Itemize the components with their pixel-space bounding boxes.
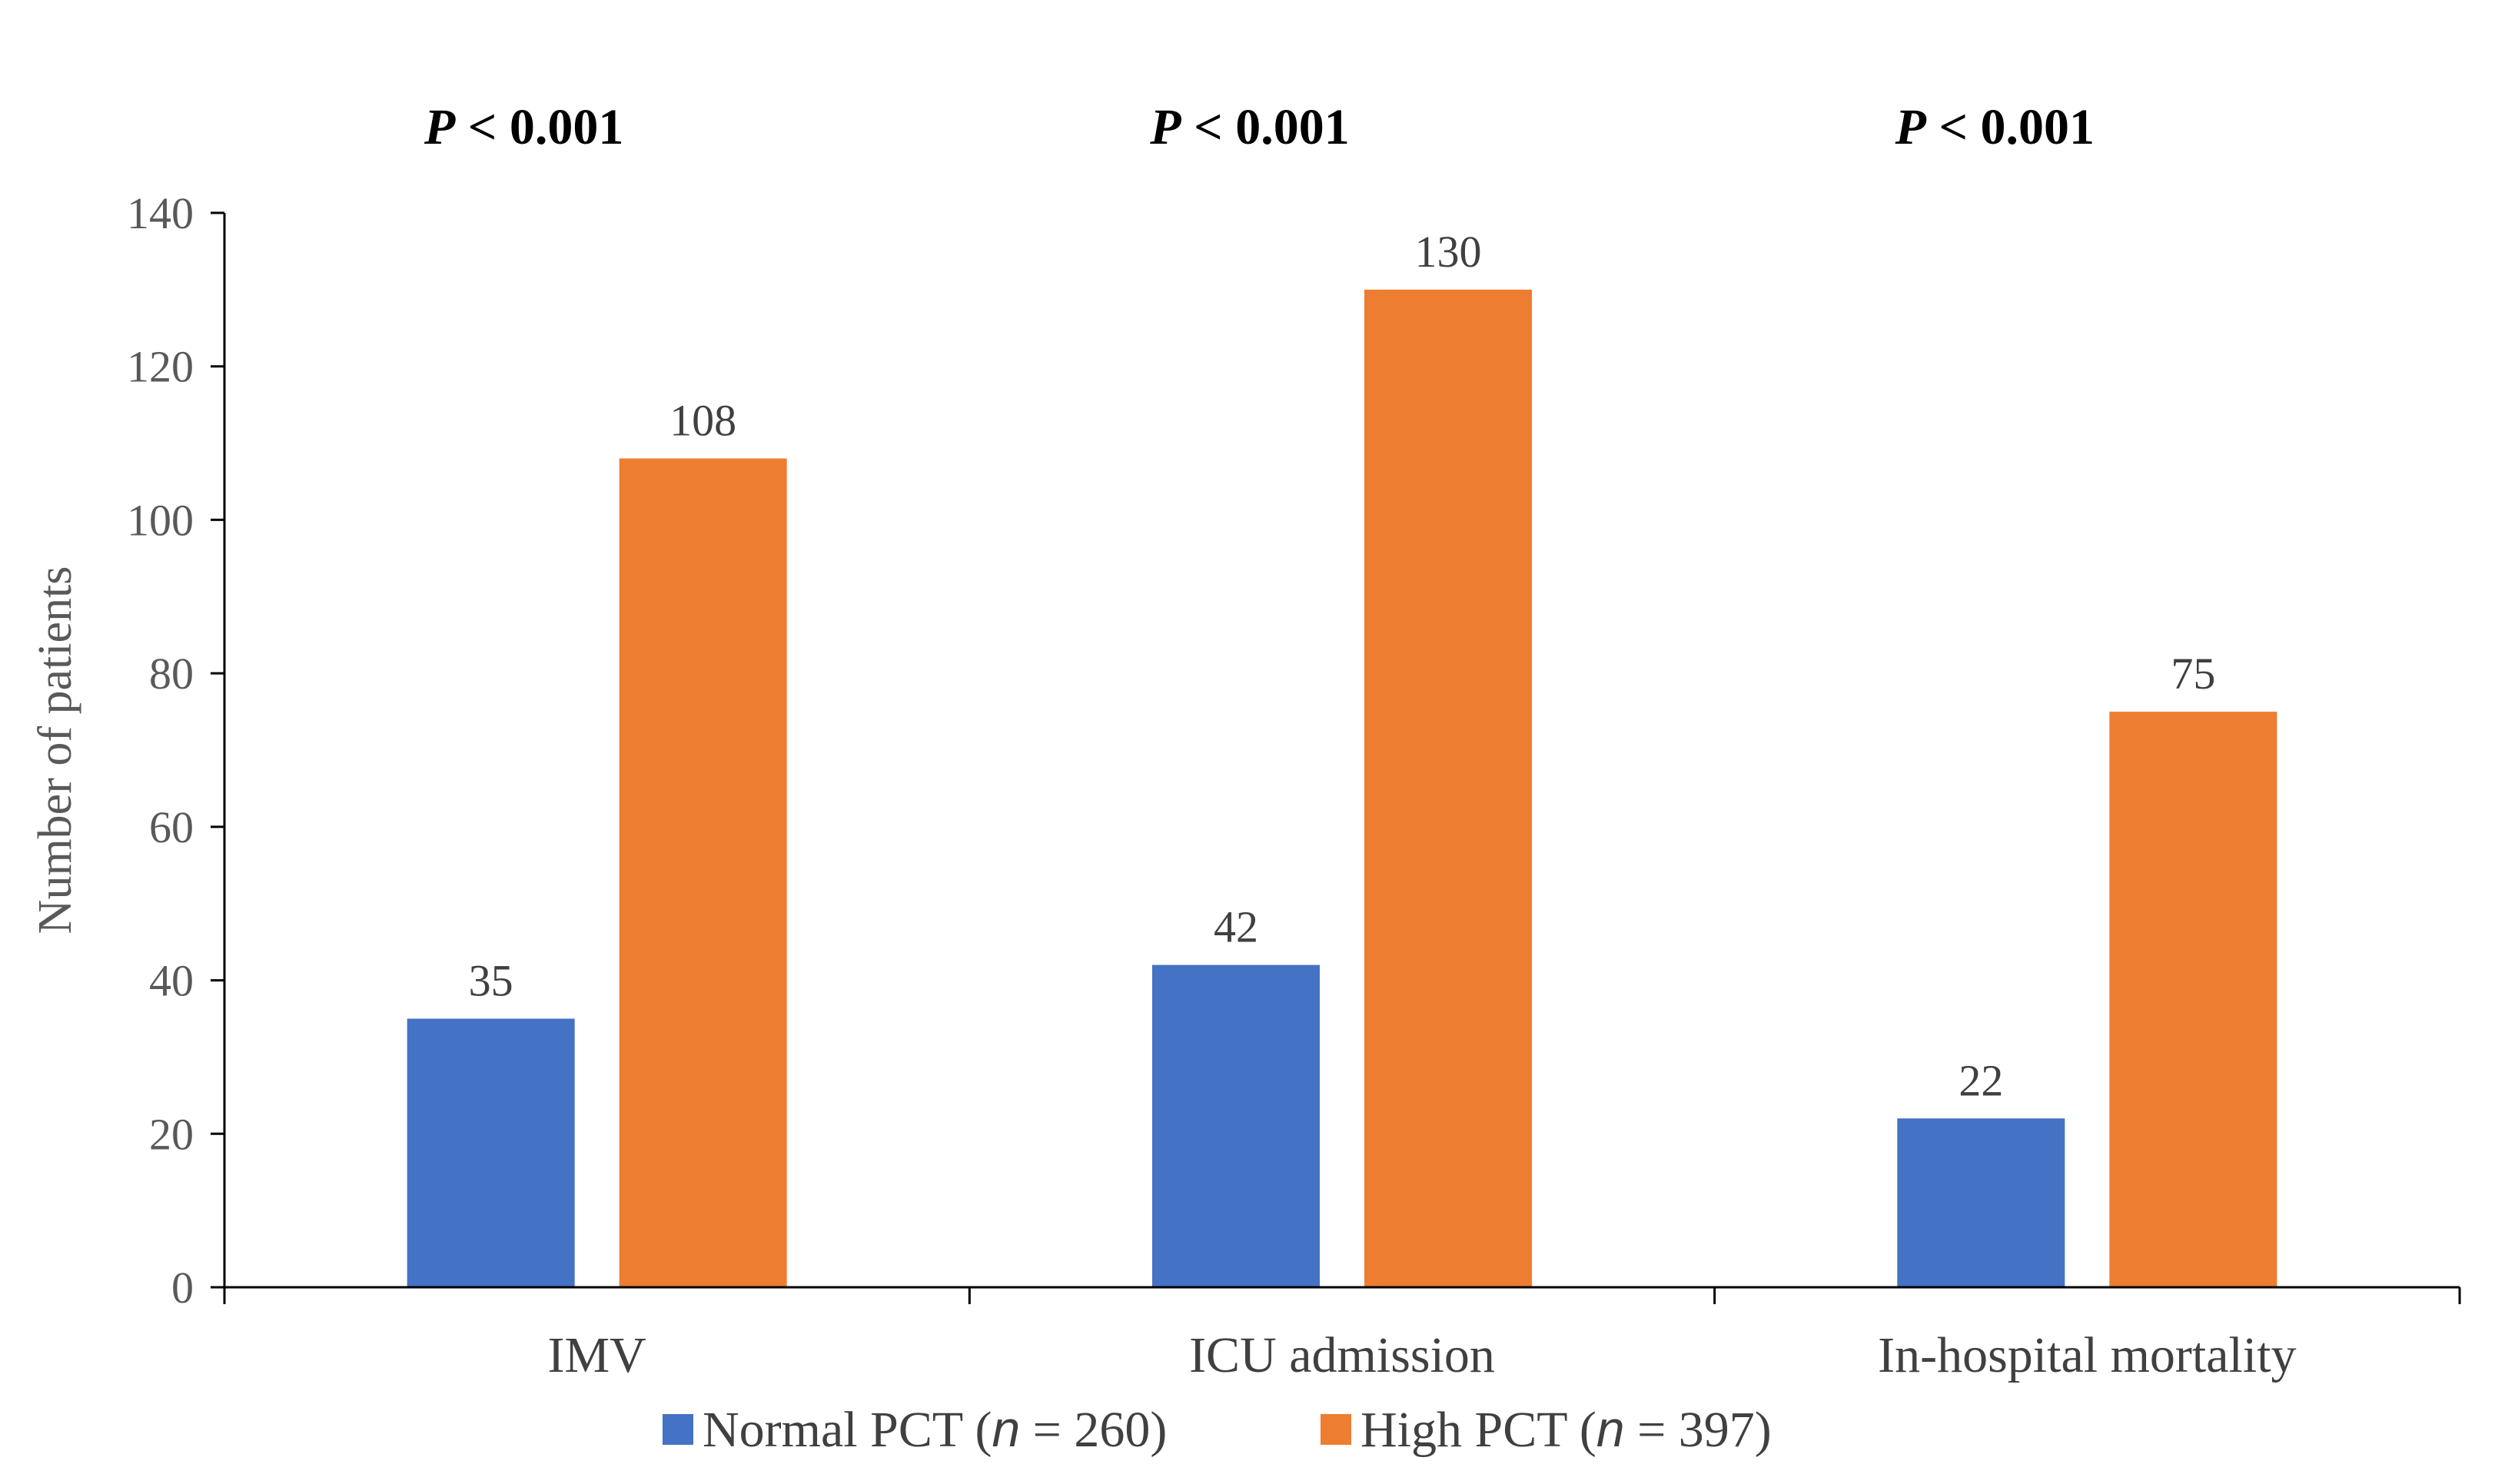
category-label: In-hospital mortality [1878,1327,2296,1383]
y-tick-label: 0 [171,1263,194,1313]
bar-high-pct [2109,712,2277,1287]
bar-normal-pct [407,1018,575,1287]
y-tick-label: 20 [149,1109,194,1159]
y-axis-title: Number of patients [29,566,81,935]
bars [407,289,2277,1287]
bar-normal-pct [1897,1118,2065,1287]
y-axis-ticks: 0 20 40 60 80 100 120 140 [127,188,2461,1313]
y-tick-label: 100 [127,495,194,545]
p-value-label: P < 0.001 [1149,99,1349,155]
legend-swatch-high-pct [1321,1414,1351,1445]
y-tick-label: 60 [149,802,194,852]
data-label: 35 [469,956,513,1006]
p-value-annotations: P < 0.001 P < 0.001 P < 0.001 [424,99,2095,155]
data-label: 108 [669,396,736,446]
bar-normal-pct [1152,964,1320,1287]
y-tick-label: 120 [127,342,194,392]
category-labels: IMV ICU admission In-hospital mortality [548,1327,2297,1383]
legend: Normal PCT (n = 260) High PCT (n = 397) [663,1400,1772,1458]
legend-swatch-normal-pct [663,1414,693,1445]
data-label: 130 [1415,227,1482,277]
p-value-label: P < 0.001 [424,99,623,155]
y-tick-label: 80 [149,649,194,699]
category-label: ICU admission [1189,1327,1495,1383]
category-label: IMV [548,1327,646,1383]
bar-high-pct [619,458,787,1287]
legend-label-normal-pct: Normal PCT (n = 260) [703,1400,1167,1458]
data-label: 75 [2171,649,2215,699]
y-tick-label: 140 [127,188,194,238]
p-value-label: P < 0.001 [1895,99,2095,155]
data-label: 22 [1958,1055,2003,1105]
legend-label-high-pct: High PCT (n = 397) [1360,1400,1772,1458]
y-tick-label: 40 [149,956,194,1006]
data-label: 42 [1214,902,1258,952]
data-labels: 35 108 42 130 22 75 [469,227,2216,1105]
bar-high-pct [1364,289,1532,1287]
